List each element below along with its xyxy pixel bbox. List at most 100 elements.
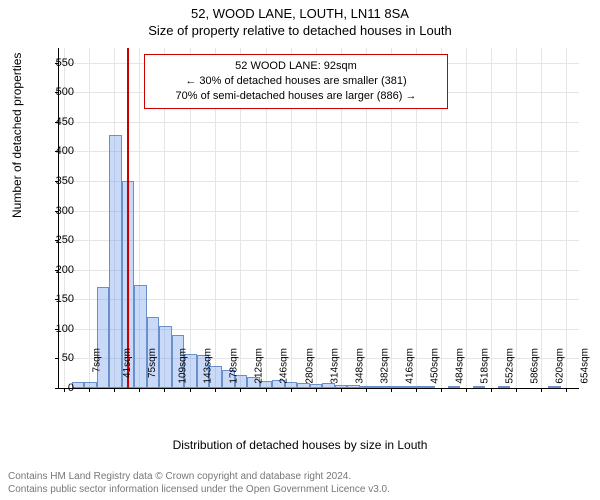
gridline-v bbox=[541, 48, 542, 388]
gridline-v bbox=[566, 48, 567, 388]
xtick-mark bbox=[516, 388, 517, 392]
xtick-mark bbox=[266, 388, 267, 392]
annotation-box: 52 WOOD LANE: 92sqm ← 30% of detached ho… bbox=[144, 54, 448, 109]
x-axis-label: Distribution of detached houses by size … bbox=[0, 438, 600, 452]
xtick-label: 654sqm bbox=[580, 348, 591, 384]
xtick-mark bbox=[240, 388, 241, 392]
xtick-label: 348sqm bbox=[354, 348, 365, 384]
histogram-bar bbox=[423, 386, 436, 388]
xtick-mark bbox=[466, 388, 467, 392]
xtick-mark bbox=[416, 388, 417, 392]
histogram-bar bbox=[84, 382, 97, 388]
gridline-v bbox=[89, 48, 90, 388]
footer-line1: Contains HM Land Registry data © Crown c… bbox=[8, 470, 592, 483]
histogram-bar bbox=[498, 386, 511, 388]
footer: Contains HM Land Registry data © Crown c… bbox=[8, 470, 592, 496]
gridline-v bbox=[64, 48, 65, 388]
annotation-line3: 70% of semi-detached houses are larger (… bbox=[151, 89, 441, 104]
ytick-label: 300 bbox=[56, 205, 74, 217]
histogram-bar bbox=[335, 385, 348, 388]
plot-area: 52 WOOD LANE: 92sqm ← 30% of detached ho… bbox=[58, 48, 578, 388]
xtick-label: 586sqm bbox=[530, 348, 541, 384]
title-address: 52, WOOD LANE, LOUTH, LN11 8SA bbox=[0, 0, 600, 21]
xtick-mark bbox=[291, 388, 292, 392]
xtick-label: 178sqm bbox=[229, 348, 240, 384]
histogram-bar bbox=[159, 326, 172, 388]
histogram-bar bbox=[410, 386, 423, 388]
xtick-mark bbox=[316, 388, 317, 392]
ytick-label: 400 bbox=[56, 145, 74, 157]
xtick-label: 212sqm bbox=[254, 348, 265, 384]
histogram-bar bbox=[473, 386, 486, 388]
ytick-label: 150 bbox=[56, 293, 74, 305]
ytick-label: 200 bbox=[56, 264, 74, 276]
xtick-mark bbox=[64, 388, 65, 392]
ytick-label: 100 bbox=[56, 323, 74, 335]
histogram-bar bbox=[448, 386, 461, 388]
xtick-mark bbox=[190, 388, 191, 392]
histogram-bar bbox=[347, 385, 360, 388]
xtick-label: 450sqm bbox=[429, 348, 440, 384]
histogram-bar bbox=[109, 135, 122, 388]
xtick-mark bbox=[89, 388, 90, 392]
xtick-label: 75sqm bbox=[147, 348, 158, 378]
annotation-line2: ← 30% of detached houses are smaller (38… bbox=[151, 74, 441, 89]
xtick-label: 416sqm bbox=[404, 348, 415, 384]
histogram-bar bbox=[97, 287, 110, 388]
xtick-label: 7sqm bbox=[92, 348, 103, 372]
ytick-label: 500 bbox=[56, 86, 74, 98]
histogram-bar bbox=[297, 383, 310, 388]
xtick-label: 143sqm bbox=[203, 348, 214, 384]
histogram-bar bbox=[310, 384, 323, 388]
ytick-label: 250 bbox=[56, 234, 74, 246]
gridline-h bbox=[59, 151, 579, 152]
chart-container: 52, WOOD LANE, LOUTH, LN11 8SA Size of p… bbox=[0, 0, 600, 500]
property-marker-line bbox=[127, 48, 129, 388]
ytick-label: 50 bbox=[62, 352, 74, 364]
ytick-label: 350 bbox=[56, 175, 74, 187]
y-axis-label: Number of detached properties bbox=[10, 53, 24, 218]
gridline-v bbox=[466, 48, 467, 388]
xtick-label: 41sqm bbox=[122, 348, 133, 378]
xtick-mark bbox=[491, 388, 492, 392]
xtick-mark bbox=[441, 388, 442, 392]
xtick-label: 246sqm bbox=[279, 348, 290, 384]
ytick-label: 550 bbox=[56, 57, 74, 69]
xtick-mark bbox=[139, 388, 140, 392]
gridline-h bbox=[59, 270, 579, 271]
xtick-label: 382sqm bbox=[379, 348, 390, 384]
xtick-mark bbox=[114, 388, 115, 392]
footer-line2: Contains public sector information licen… bbox=[8, 483, 592, 496]
histogram-bar bbox=[360, 386, 373, 388]
histogram-bar bbox=[322, 383, 335, 388]
gridline-h bbox=[59, 211, 579, 212]
xtick-mark bbox=[215, 388, 216, 392]
gridline-v bbox=[491, 48, 492, 388]
gridline-h bbox=[59, 240, 579, 241]
xtick-mark bbox=[566, 388, 567, 392]
xtick-label: 109sqm bbox=[178, 348, 189, 384]
xtick-mark bbox=[391, 388, 392, 392]
ytick-mark bbox=[55, 358, 59, 359]
gridline-h bbox=[59, 181, 579, 182]
xtick-mark bbox=[366, 388, 367, 392]
histogram-bar bbox=[548, 386, 561, 388]
xtick-mark bbox=[541, 388, 542, 392]
xtick-label: 620sqm bbox=[555, 348, 566, 384]
xtick-label: 314sqm bbox=[329, 348, 340, 384]
xtick-mark bbox=[341, 388, 342, 392]
xtick-label: 552sqm bbox=[505, 348, 516, 384]
ytick-label: 0 bbox=[68, 382, 74, 394]
gridline-v bbox=[516, 48, 517, 388]
xtick-mark bbox=[164, 388, 165, 392]
xtick-label: 280sqm bbox=[304, 348, 315, 384]
histogram-bar bbox=[372, 386, 385, 388]
ytick-label: 450 bbox=[56, 116, 74, 128]
xtick-label: 484sqm bbox=[455, 348, 466, 384]
title-subtitle: Size of property relative to detached ho… bbox=[0, 21, 600, 38]
histogram-bar bbox=[134, 285, 147, 388]
xtick-label: 518sqm bbox=[480, 348, 491, 384]
histogram-bar bbox=[398, 386, 411, 388]
gridline-h bbox=[59, 122, 579, 123]
ytick-mark bbox=[55, 388, 59, 389]
